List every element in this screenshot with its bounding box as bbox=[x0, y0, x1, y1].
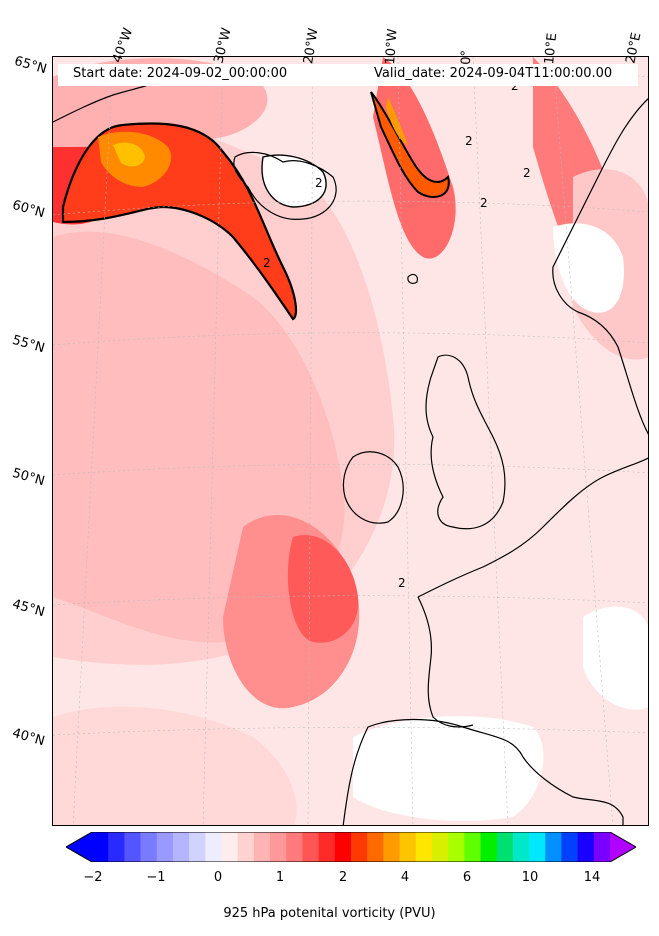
pv-high-regions bbox=[61, 91, 450, 321]
colorbar-tick-label: 14 bbox=[583, 870, 601, 885]
colorbar-segment bbox=[140, 832, 158, 862]
coastlines bbox=[53, 78, 648, 825]
colorbar-tick-label: 6 bbox=[462, 870, 472, 885]
colorbar-tick-label: 10 bbox=[521, 870, 539, 885]
colorbar-segment bbox=[464, 832, 481, 862]
colorbar-segment bbox=[237, 832, 255, 862]
colorbar-segment bbox=[415, 832, 433, 862]
ireland-coast bbox=[342, 451, 404, 524]
colorbar-segment bbox=[431, 832, 449, 862]
colorbar-segment bbox=[367, 832, 384, 862]
colorbar-segment bbox=[172, 832, 190, 862]
colorbar bbox=[66, 832, 636, 862]
colorbar-tick-label: −2 bbox=[83, 870, 103, 885]
colorbar-tick-label: 4 bbox=[400, 870, 410, 885]
colorbar-segment bbox=[545, 832, 562, 862]
contour-label: 2 bbox=[315, 176, 323, 190]
colorbar-segment bbox=[496, 832, 514, 862]
colorbar-segment bbox=[529, 832, 546, 862]
colorbar-tick-label: 2 bbox=[338, 870, 348, 885]
latitude-label: 60°N bbox=[10, 197, 47, 222]
scandinavia-coast bbox=[552, 98, 648, 435]
latitude-label: 55°N bbox=[10, 332, 47, 357]
colorbar-segment bbox=[480, 832, 498, 862]
colorbar-segment bbox=[189, 832, 206, 862]
faroe-coast bbox=[407, 273, 418, 284]
colorbar-segment bbox=[577, 832, 595, 862]
contour-label: 2 bbox=[263, 256, 271, 270]
colorbar-segment bbox=[383, 832, 401, 862]
colorbar-segment bbox=[318, 832, 336, 862]
colorbar-segment bbox=[302, 832, 320, 862]
colorbar-tick-label: 0 bbox=[213, 870, 223, 885]
iceland-coast bbox=[233, 151, 337, 220]
latitude-label: 45°N bbox=[10, 596, 47, 621]
continent-coast bbox=[417, 457, 648, 598]
latitude-label: 50°N bbox=[10, 465, 47, 490]
map-panel: 2 2 2 2 2 2 2 bbox=[52, 56, 649, 826]
biscay-coast bbox=[417, 596, 474, 728]
colorbar-segment bbox=[108, 832, 125, 862]
colorbar-segment bbox=[399, 832, 417, 862]
colorbar-segment bbox=[156, 832, 174, 862]
colorbar-tick-label: −1 bbox=[146, 870, 166, 885]
colorbar-tick-label: 1 bbox=[275, 870, 285, 885]
great-britain-coast bbox=[425, 354, 506, 530]
potential-vorticity-map: 2 2 2 2 2 2 2 bbox=[53, 57, 648, 825]
latitude-label: 65°N bbox=[12, 53, 49, 78]
header-bar bbox=[58, 64, 638, 86]
colorbar-label: 925 hPa potenital vorticity (PVU) bbox=[223, 906, 436, 921]
colorbar-segment bbox=[205, 832, 222, 862]
contour-label: 2 bbox=[480, 196, 488, 210]
contour-label: 2 bbox=[511, 79, 519, 93]
colorbar-over-arrow bbox=[610, 832, 636, 862]
start-date-text: Start date: 2024-09-02_00:00:00 bbox=[73, 66, 288, 81]
colorbar-segment bbox=[92, 832, 109, 862]
colorbar-segment bbox=[512, 832, 530, 862]
latitude-label: 40°N bbox=[10, 725, 47, 750]
colorbar-segment bbox=[124, 832, 142, 862]
valid-date-text: Valid_date: 2024-09-04T11:00:00.00 bbox=[374, 66, 613, 81]
colorbar-segment bbox=[561, 832, 579, 862]
longitude-label: 10°W bbox=[383, 28, 401, 65]
contour-labels: 2 2 2 2 2 2 2 bbox=[263, 79, 531, 590]
longitude-label: 0° bbox=[459, 49, 475, 65]
colorbar-segment bbox=[221, 832, 239, 862]
colorbar-segment bbox=[253, 832, 271, 862]
colorbar-segment bbox=[270, 832, 287, 862]
contour-label: 2 bbox=[398, 576, 406, 590]
iberia-coast bbox=[342, 718, 624, 825]
colorbar-segment bbox=[286, 832, 303, 862]
contour-label: 2 bbox=[465, 134, 473, 148]
colorbar-under-arrow bbox=[66, 832, 92, 862]
colorbar-segment bbox=[448, 832, 465, 862]
colorbar-segment bbox=[334, 832, 352, 862]
contour-label: 2 bbox=[523, 166, 531, 180]
colorbar-segment bbox=[593, 832, 611, 862]
colorbar-segment bbox=[351, 832, 368, 862]
